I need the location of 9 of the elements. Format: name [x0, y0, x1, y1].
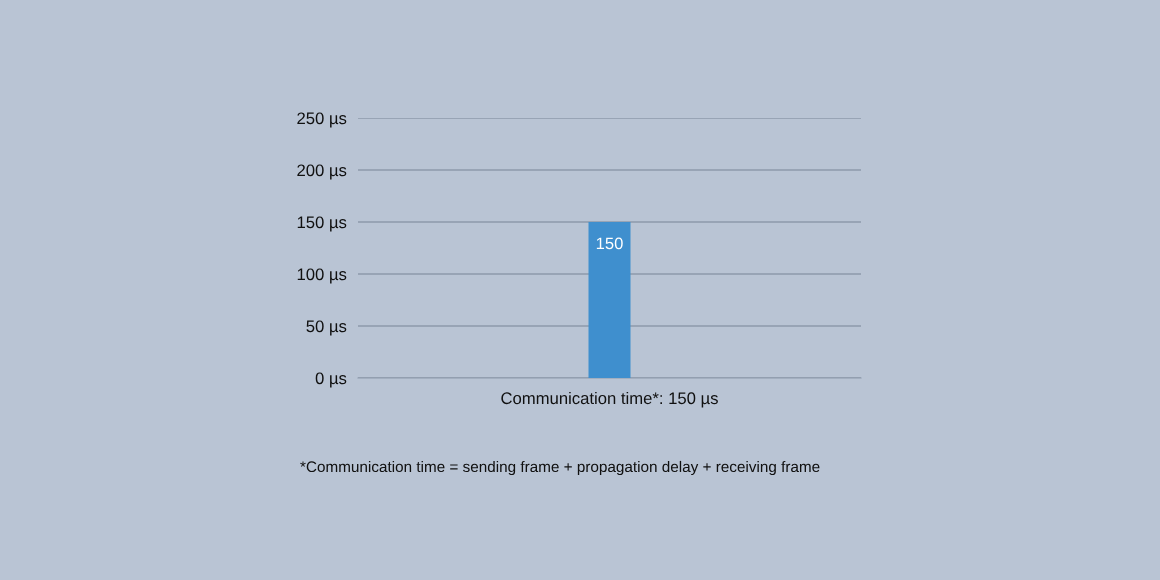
x-tick-label: Communication time*: 150 µs [501, 391, 718, 408]
text: *Communication time = sending frame + propagation delay + receiving frame [300, 460, 820, 476]
y-tick-label: 200 µs [297, 164, 347, 180]
y-tick-label: 250 µs [297, 112, 347, 128]
y-tick-label: 50 µs [306, 320, 347, 336]
y-tick-label: 150 µs [297, 216, 347, 232]
y-tick-label: 100 µs [297, 268, 347, 284]
data-label: 150 [596, 237, 623, 250]
y-tick-label: 0 µs [315, 372, 347, 388]
